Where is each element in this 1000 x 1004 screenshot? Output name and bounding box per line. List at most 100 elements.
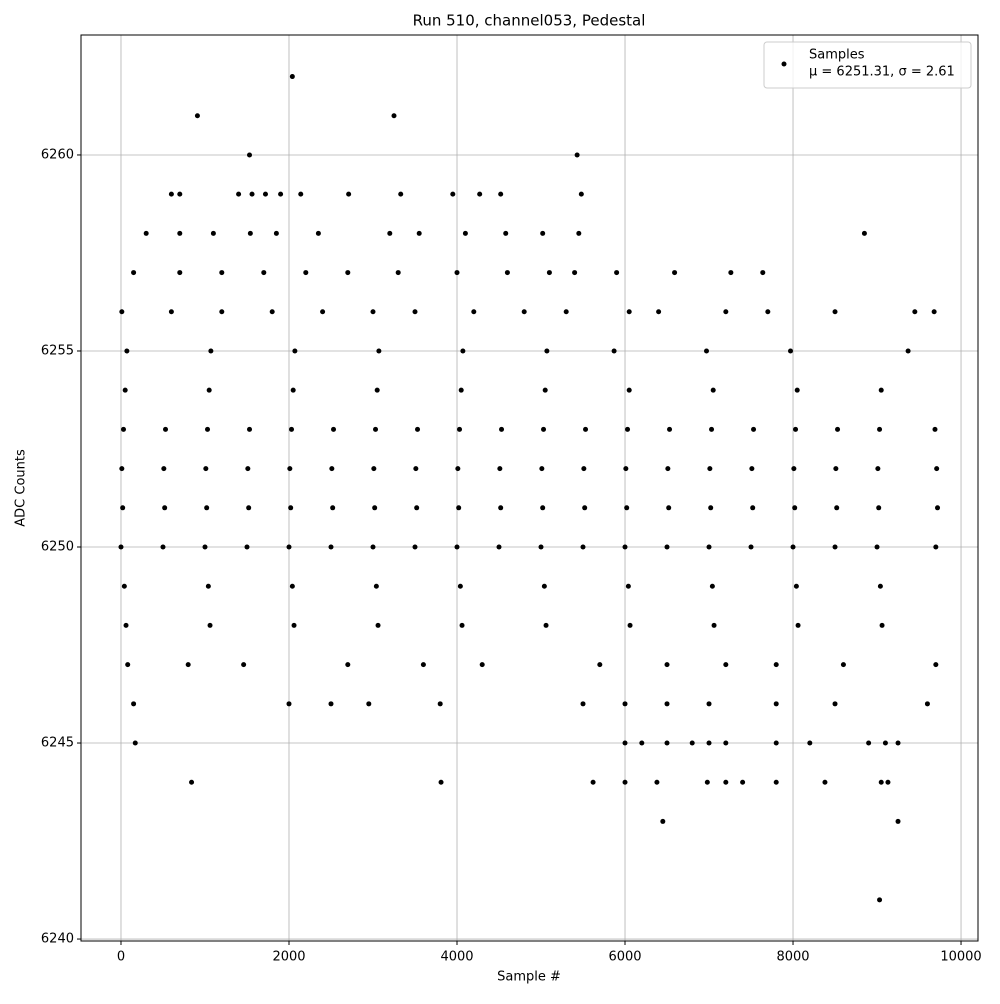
point — [539, 466, 545, 472]
point — [374, 387, 380, 393]
point — [371, 466, 377, 472]
point — [438, 779, 444, 785]
legend-label: μ = 6251.31, σ = 2.61 — [809, 65, 955, 80]
point — [728, 270, 734, 276]
point — [866, 740, 872, 746]
point — [706, 740, 712, 746]
point — [345, 270, 351, 276]
point — [132, 740, 138, 746]
point — [832, 701, 838, 707]
point — [660, 818, 666, 824]
point — [273, 230, 279, 236]
point — [457, 426, 463, 432]
point — [123, 622, 129, 628]
point — [498, 191, 504, 197]
point — [834, 505, 840, 511]
point — [185, 662, 191, 668]
point — [590, 779, 596, 785]
point — [471, 309, 477, 315]
point — [540, 230, 546, 236]
point — [455, 466, 461, 472]
point — [622, 544, 628, 550]
point — [119, 309, 125, 315]
point — [877, 426, 883, 432]
point — [289, 583, 295, 589]
chart-title: Run 510, channel053, Pedestal — [413, 12, 646, 30]
y-tick-label: 6255 — [41, 343, 74, 358]
point — [373, 583, 379, 589]
point — [541, 426, 547, 432]
point — [366, 701, 372, 707]
point — [162, 505, 168, 511]
point — [723, 309, 729, 315]
point — [370, 309, 376, 315]
point — [269, 309, 275, 315]
point — [287, 466, 293, 472]
point — [219, 270, 225, 276]
point — [765, 309, 771, 315]
point — [219, 309, 225, 315]
point — [479, 662, 485, 668]
point — [168, 191, 174, 197]
point — [315, 230, 321, 236]
point — [625, 426, 631, 432]
x-tick-label: 4000 — [440, 950, 473, 965]
point — [497, 466, 503, 472]
point — [387, 230, 393, 236]
point — [773, 662, 779, 668]
point — [664, 740, 670, 746]
point — [822, 779, 828, 785]
point — [723, 779, 729, 785]
point — [177, 270, 183, 276]
point — [298, 191, 304, 197]
point — [454, 544, 460, 550]
point — [504, 270, 510, 276]
point — [788, 348, 794, 354]
point — [286, 544, 292, 550]
point — [807, 740, 813, 746]
point — [791, 466, 797, 472]
point — [376, 348, 382, 354]
point — [664, 662, 670, 668]
point — [413, 466, 419, 472]
point — [626, 309, 632, 315]
point — [328, 544, 334, 550]
point — [795, 622, 801, 628]
y-axis-label: ADC Counts — [14, 449, 29, 527]
point — [161, 466, 167, 472]
point — [878, 779, 884, 785]
point — [879, 622, 885, 628]
point — [124, 348, 130, 354]
point — [874, 544, 880, 550]
point — [576, 230, 582, 236]
point — [665, 466, 671, 472]
point — [247, 230, 253, 236]
point — [708, 505, 714, 511]
point — [496, 544, 502, 550]
x-tick-label: 0 — [117, 950, 125, 965]
point — [882, 740, 888, 746]
point — [623, 466, 629, 472]
point — [289, 426, 295, 432]
point — [462, 230, 468, 236]
point — [931, 309, 937, 315]
point — [543, 622, 549, 628]
point — [875, 466, 881, 472]
point — [375, 622, 381, 628]
point — [546, 270, 552, 276]
point — [582, 505, 588, 511]
point — [177, 230, 183, 236]
point — [460, 348, 466, 354]
point — [372, 505, 378, 511]
point — [131, 701, 137, 707]
point — [456, 505, 462, 511]
point — [499, 426, 505, 432]
point — [895, 818, 901, 824]
point — [790, 544, 796, 550]
point — [625, 583, 631, 589]
point — [833, 466, 839, 472]
point — [163, 426, 169, 432]
x-tick-label: 8000 — [776, 950, 809, 965]
